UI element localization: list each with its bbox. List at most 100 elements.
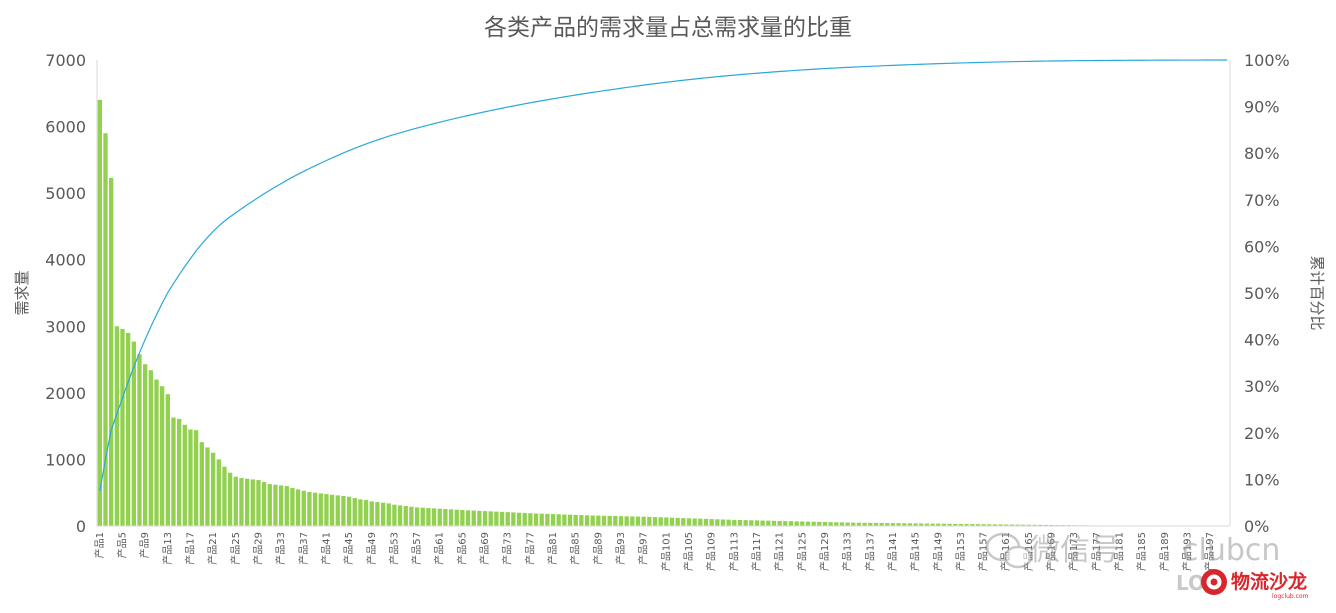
category-label: 产品173 bbox=[1067, 532, 1080, 571]
bar bbox=[324, 494, 329, 526]
bar bbox=[732, 519, 737, 526]
bar bbox=[805, 521, 811, 526]
category-label: 产品85 bbox=[569, 532, 582, 565]
bar bbox=[358, 499, 363, 526]
category-label: 产品121 bbox=[773, 532, 786, 571]
bar bbox=[533, 513, 539, 526]
bar bbox=[239, 478, 244, 526]
y-tick-label: 2000 bbox=[45, 384, 86, 403]
bar bbox=[267, 484, 272, 526]
bar bbox=[1015, 524, 1020, 526]
bar bbox=[488, 511, 493, 526]
bar bbox=[380, 502, 386, 526]
bar bbox=[930, 523, 935, 526]
y2-tick-label: 10% bbox=[1244, 470, 1280, 489]
bar bbox=[460, 510, 465, 526]
bar bbox=[737, 520, 743, 526]
category-label: 产品1 bbox=[93, 532, 106, 558]
bar bbox=[1021, 524, 1026, 526]
bar bbox=[131, 341, 136, 526]
brand-logo-subtext: logclub.com bbox=[1272, 593, 1309, 600]
bar bbox=[312, 492, 318, 526]
bar bbox=[624, 516, 629, 526]
bar bbox=[703, 518, 709, 526]
y-tick-label: 4000 bbox=[45, 251, 86, 270]
bar bbox=[273, 484, 278, 526]
bar bbox=[443, 509, 448, 526]
bar bbox=[936, 523, 941, 526]
bar bbox=[964, 524, 969, 526]
category-label: 产品81 bbox=[546, 532, 559, 565]
left-axis-ticks: 0 1000 2000 3000 4000 5000 6000 7000 bbox=[45, 51, 86, 536]
bar bbox=[290, 488, 295, 526]
bar-series bbox=[97, 99, 1230, 527]
bar bbox=[652, 517, 658, 526]
bar bbox=[392, 504, 397, 526]
bar bbox=[165, 394, 170, 526]
bar bbox=[1032, 524, 1037, 526]
y-tick-label: 0 bbox=[76, 517, 86, 536]
bar bbox=[154, 379, 159, 526]
bar bbox=[630, 516, 635, 526]
bar bbox=[562, 514, 567, 526]
bar bbox=[1004, 524, 1009, 526]
bar bbox=[250, 479, 255, 526]
bar bbox=[278, 485, 284, 526]
category-label: 产品61 bbox=[433, 532, 446, 565]
bar bbox=[227, 472, 233, 526]
watermark-text: 微信号 bbox=[1030, 533, 1120, 568]
bar bbox=[341, 496, 346, 526]
bar bbox=[913, 523, 918, 526]
bar bbox=[375, 502, 380, 526]
bar bbox=[720, 519, 726, 526]
chart-title: 各类产品的需求量占总需求量的比重 bbox=[484, 15, 852, 41]
bar bbox=[839, 522, 845, 526]
bar bbox=[448, 509, 454, 526]
bar bbox=[363, 500, 369, 526]
bar bbox=[862, 522, 867, 526]
bar bbox=[760, 520, 765, 526]
bar bbox=[193, 430, 199, 526]
category-label: 产品29 bbox=[251, 532, 264, 565]
category-label: 产品129 bbox=[818, 532, 831, 571]
category-label: 产品97 bbox=[637, 532, 650, 565]
bar bbox=[726, 519, 731, 526]
category-label: 产品169 bbox=[1045, 532, 1058, 571]
wechat-icon bbox=[985, 532, 1033, 569]
bar bbox=[171, 417, 176, 526]
category-label: 产品57 bbox=[410, 532, 423, 565]
bar bbox=[545, 513, 550, 526]
category-label: 产品141 bbox=[886, 532, 899, 571]
bar bbox=[828, 522, 833, 526]
bar bbox=[516, 512, 522, 526]
bar bbox=[596, 515, 601, 526]
bar bbox=[556, 514, 561, 526]
bar bbox=[420, 507, 425, 526]
bar bbox=[641, 516, 646, 526]
bar bbox=[584, 515, 590, 526]
bar bbox=[244, 478, 250, 526]
bar bbox=[919, 523, 924, 526]
bar bbox=[907, 523, 913, 526]
bar bbox=[788, 521, 794, 526]
category-label: 产品73 bbox=[501, 532, 514, 565]
bar bbox=[601, 515, 607, 526]
bar bbox=[1026, 524, 1032, 526]
bar bbox=[686, 518, 692, 526]
category-label: 产品41 bbox=[319, 532, 332, 565]
category-label: 产品37 bbox=[297, 532, 310, 565]
bar bbox=[182, 424, 187, 526]
bar bbox=[794, 521, 799, 526]
bar bbox=[669, 517, 675, 526]
cumulative-line bbox=[99, 59, 1228, 492]
category-label: 产品13 bbox=[161, 532, 174, 565]
bar bbox=[647, 516, 652, 526]
bar bbox=[890, 523, 896, 526]
bar bbox=[681, 518, 686, 526]
bar bbox=[766, 520, 771, 526]
bar bbox=[397, 505, 403, 526]
y-tick-label: 1000 bbox=[45, 450, 86, 469]
bar bbox=[511, 512, 516, 526]
category-label: 产品113 bbox=[727, 532, 740, 571]
bar bbox=[188, 429, 193, 526]
